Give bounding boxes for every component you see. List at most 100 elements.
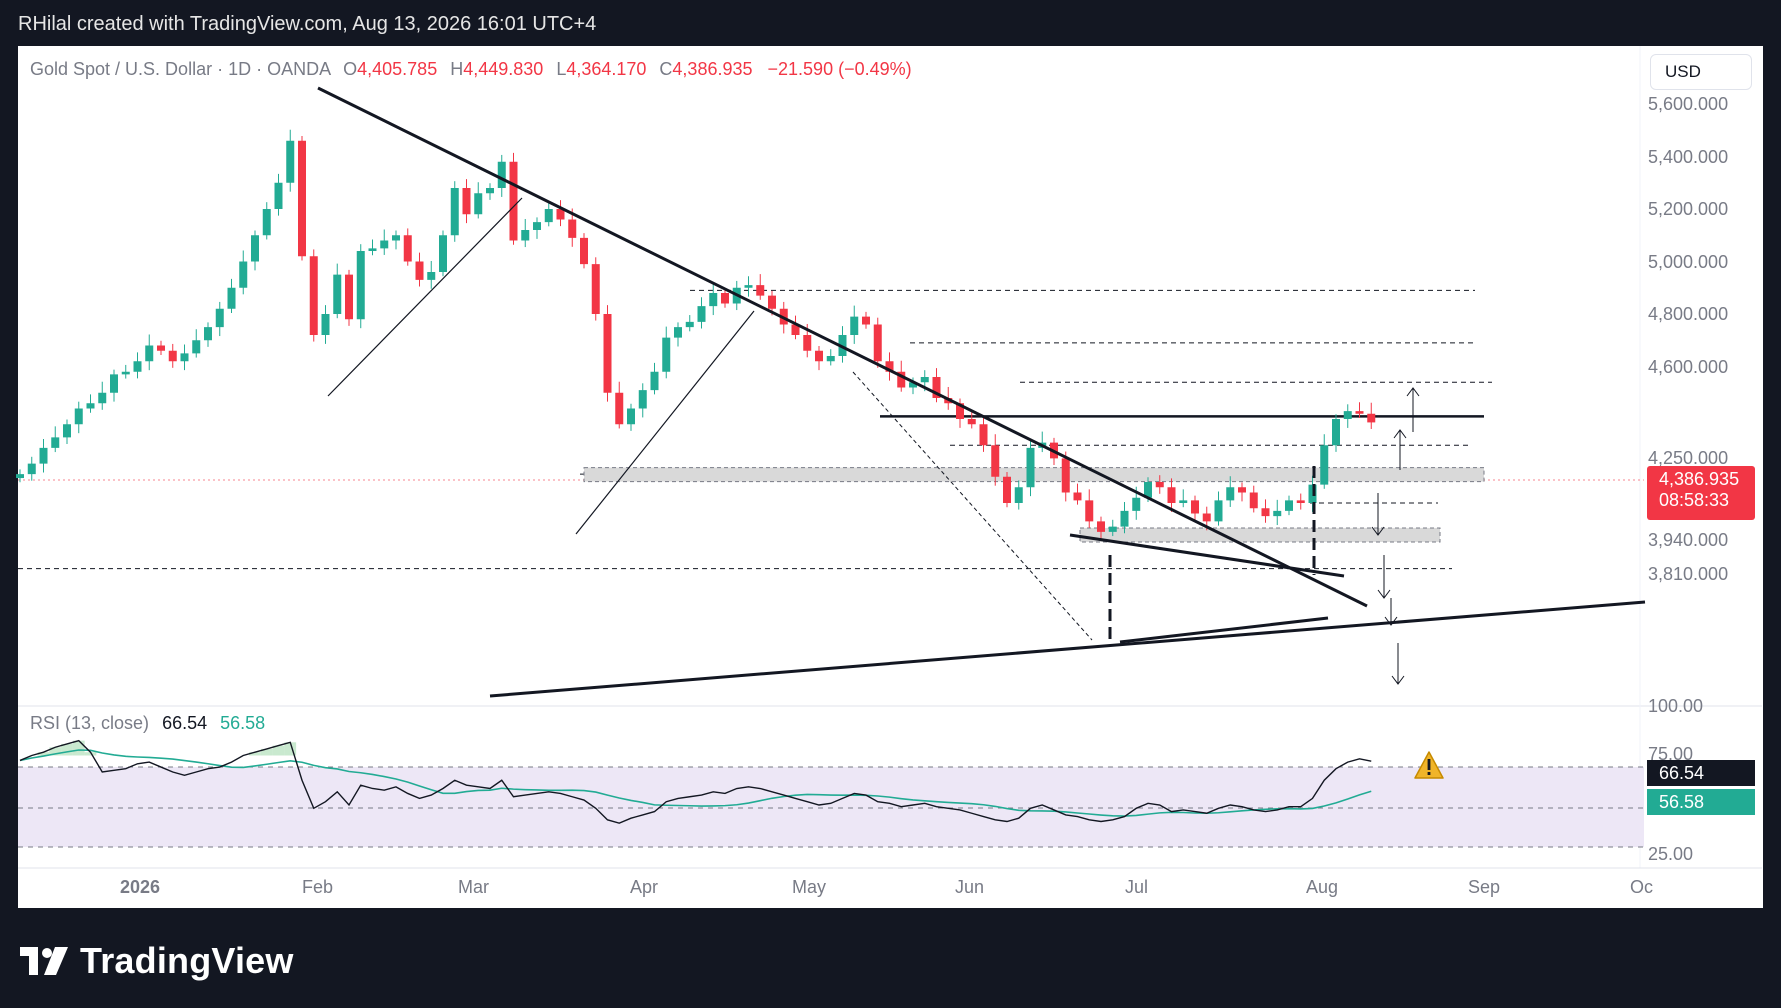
high-value: 4,449.830 — [463, 59, 544, 79]
time-axis-label: Jul — [1125, 877, 1149, 897]
tradingview-brand[interactable]: TradingView — [20, 940, 294, 982]
candle-body — [533, 222, 541, 230]
candle-body — [215, 308, 224, 328]
candle-body — [862, 316, 870, 325]
candle-body — [909, 382, 917, 388]
candle-body — [521, 230, 530, 241]
candle-body — [145, 345, 154, 362]
projection-arrow-head — [1406, 387, 1420, 397]
candle-body — [956, 403, 964, 419]
candle-body — [556, 209, 565, 220]
candle-body — [1155, 482, 1164, 488]
candle-body — [98, 392, 107, 404]
candle-body — [791, 324, 800, 335]
candle-body — [721, 293, 729, 304]
candle-body — [368, 248, 377, 251]
rsi-value: 66.54 — [162, 713, 208, 733]
time-axis-label: May — [792, 877, 827, 897]
low-value: 4,364.170 — [566, 59, 647, 79]
rsi-axis-100: 100.00 — [1648, 696, 1704, 716]
candle-body — [168, 350, 177, 362]
rsi-value-badge: 66.54 — [1647, 760, 1755, 786]
candle-body — [27, 463, 36, 475]
candle-body — [1085, 500, 1094, 522]
close-value: 4,386.935 — [672, 59, 753, 79]
candle-body — [274, 182, 283, 209]
candle-body — [979, 424, 988, 446]
rsi-overbought-fill — [249, 752, 261, 756]
candle-body — [474, 193, 483, 215]
last-price-badge: 4,386.935 08:58:33 — [1647, 466, 1755, 520]
rsi-ma-line — [19, 749, 1372, 817]
candle-body — [1132, 497, 1141, 511]
candle-body — [86, 403, 95, 409]
candle-body — [1332, 419, 1340, 446]
candle-body — [873, 324, 882, 362]
rsi-axis-75: 75.00 — [1648, 744, 1694, 764]
candle-body — [920, 377, 929, 383]
candle-body — [697, 306, 706, 322]
rsi-overbought-fill — [272, 745, 285, 756]
candle-body — [63, 424, 71, 438]
time-axis-label: Sep — [1468, 877, 1501, 897]
candle-body — [180, 353, 189, 362]
candle-body — [439, 235, 447, 272]
candle-body — [227, 287, 236, 309]
rsi-overbought-fill — [84, 752, 97, 756]
dashed-decline-line — [852, 371, 1093, 641]
rsi-axis-25: 25.00 — [1648, 844, 1694, 864]
candle-body — [591, 264, 600, 314]
candle-body — [1003, 476, 1011, 503]
candle-body — [39, 447, 48, 464]
price-axis-label: 4,800.000 — [1648, 304, 1729, 324]
candle-body — [157, 345, 165, 351]
candle-body — [1191, 500, 1199, 514]
candle-body — [309, 256, 318, 335]
time-axis-label: Feb — [302, 877, 334, 897]
symbol-name[interactable]: Gold Spot / U.S. Dollar · 1D · OANDA — [30, 59, 331, 79]
candle-body — [486, 188, 494, 194]
rsi-overbought-fill — [284, 742, 297, 756]
candle-body — [967, 419, 976, 425]
candle-body — [239, 261, 248, 288]
low-label: L — [556, 59, 567, 79]
candle-body — [462, 188, 471, 215]
projection-arrow-head — [1391, 675, 1405, 685]
price-axis-label: 5,400.000 — [1648, 146, 1729, 167]
candles-group — [16, 129, 1376, 541]
candle-body — [685, 321, 694, 328]
candle-body — [1026, 447, 1035, 488]
symbol-legend: Gold Spot / U.S. Dollar · 1D · OANDA O 4,… — [30, 59, 912, 80]
price-axis-label: 5,200.000 — [1648, 199, 1729, 219]
rsi-overbought-fill — [37, 752, 50, 756]
top-credit-bar: RHilal created with TradingView.com, Aug… — [0, 0, 1781, 46]
time-axis-label: Mar — [458, 877, 489, 897]
time-axis-label: 2026 — [120, 877, 161, 897]
wedge-upper-line — [1069, 533, 1345, 578]
open-label: O — [343, 59, 358, 79]
candle-body — [1238, 487, 1246, 493]
candle-body — [709, 293, 718, 307]
candle-body — [1249, 492, 1258, 509]
candle-body — [321, 314, 330, 335]
candle-body — [333, 274, 342, 314]
rsi-label[interactable]: RSI (13, close) — [30, 713, 150, 733]
candle-body — [615, 392, 624, 425]
candle-body — [744, 285, 753, 288]
candle-body — [392, 235, 400, 241]
candle-body — [1355, 411, 1364, 414]
candle-body — [74, 408, 83, 425]
candle-body — [121, 371, 130, 375]
currency-button[interactable]: USD — [1650, 54, 1752, 90]
candle-body — [1320, 445, 1329, 485]
candle-body — [768, 295, 776, 309]
time-axis-label: Jun — [955, 877, 985, 897]
candle-body — [991, 445, 1000, 477]
warning-icon[interactable] — [1414, 751, 1444, 779]
candle-body — [627, 408, 635, 425]
price-axis-label: 3,940.000 — [1648, 529, 1729, 550]
candle-body — [1097, 521, 1105, 532]
channel-line-1 — [327, 197, 523, 397]
candle-body — [1226, 487, 1235, 501]
